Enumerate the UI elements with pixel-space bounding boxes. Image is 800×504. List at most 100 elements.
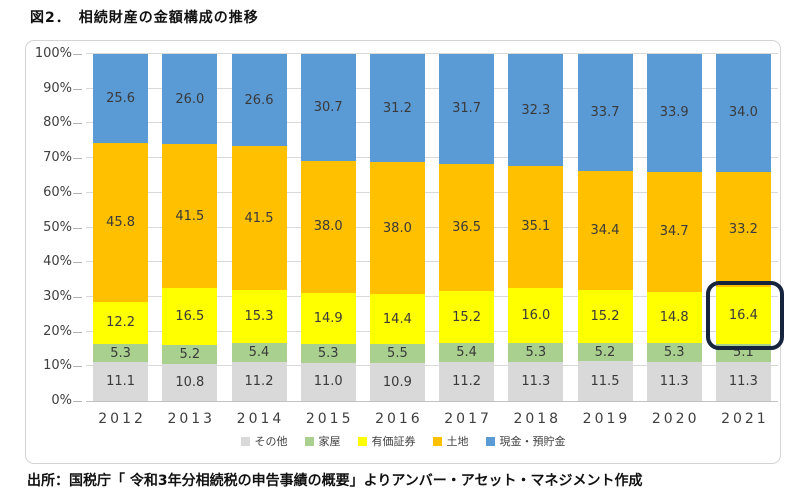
bar-value-label: 45.8 — [106, 214, 136, 230]
bar-value-label: 11.1 — [106, 374, 136, 390]
y-axis-label: 50% — [43, 219, 72, 235]
y-axis-label: 90% — [43, 80, 72, 96]
bar-value-label: 15.3 — [244, 309, 274, 325]
bar-segment-その他: 11.1 — [93, 362, 149, 401]
y-axis-label: 40% — [43, 254, 72, 270]
page-title: 図2． 相続財産の金額構成の推移 — [30, 10, 259, 26]
bar-value-label: 11.2 — [244, 374, 274, 390]
bar-segment-土地: 34.7 — [646, 171, 702, 293]
legend-swatch-icon — [240, 436, 250, 446]
gridline — [86, 226, 778, 228]
bar-value-label: 33.7 — [590, 104, 620, 120]
x-axis-label: 2016 — [375, 411, 423, 427]
bar-segment-土地: 33.2 — [715, 171, 771, 288]
bar-segment-有価証券: 14.8 — [646, 292, 702, 344]
legend-item-その他: その他 — [240, 433, 288, 449]
legend-item-土地: 土地 — [432, 433, 469, 449]
y-axis-tick — [73, 262, 82, 264]
x-axis-label: 2015 — [305, 411, 354, 427]
y-axis-label: 10% — [43, 358, 72, 374]
bar-segment-その他: 10.8 — [162, 363, 218, 401]
bar-value-label: 31.2 — [382, 100, 412, 116]
bar-segment-その他: 11.2 — [231, 362, 287, 401]
bar-value-label: 38.0 — [313, 219, 343, 235]
legend-item-家屋: 家屋 — [304, 433, 341, 449]
y-axis-label: 80% — [43, 115, 72, 131]
bar-segment-土地: 35.1 — [508, 166, 564, 288]
bar-segment-有価証券: 16.4 — [715, 287, 771, 345]
x-axis-label: 2018 — [513, 411, 562, 427]
bar-value-label: 10.9 — [382, 374, 412, 390]
y-axis-tick — [73, 123, 82, 125]
bar-segment-現金・預貯金: 34.0 — [715, 54, 771, 172]
bar-value-label: 11.3 — [521, 373, 551, 389]
gridline — [86, 330, 778, 332]
bar-value-label: 34.0 — [728, 105, 758, 121]
bar-value-label: 33.9 — [659, 105, 689, 121]
legend-swatch-icon — [432, 436, 442, 446]
bar-segment-現金・預貯金: 26.0 — [162, 54, 218, 145]
bar-value-label: 10.8 — [175, 374, 205, 390]
bar-segment-その他: 11.3 — [715, 361, 771, 401]
bar-segment-有価証券: 15.2 — [439, 290, 495, 344]
bar-segment-その他: 11.3 — [646, 361, 702, 401]
highlight-box — [705, 281, 784, 351]
bar-value-label: 5.3 — [525, 345, 547, 361]
bar-segment-有価証券: 15.2 — [577, 290, 633, 344]
legend-swatch-icon — [357, 436, 367, 446]
bar-segment-家屋: 5.2 — [577, 343, 633, 362]
bar-segment-家屋: 5.5 — [369, 344, 425, 364]
y-axis-label: 60% — [43, 184, 72, 200]
y-axis-tick — [73, 88, 82, 90]
bar-value-label: 34.4 — [590, 223, 620, 239]
bar-value-label: 16.5 — [175, 309, 205, 325]
bar-value-label: 11.3 — [659, 373, 689, 389]
bar-value-label: 41.5 — [175, 208, 205, 224]
bar-value-label: 34.7 — [659, 224, 689, 240]
bar-segment-有価証券: 16.0 — [508, 287, 564, 344]
bar-value-label: 25.6 — [106, 90, 136, 106]
bar-segment-土地: 41.5 — [162, 144, 218, 289]
bar-segment-現金・預貯金: 31.7 — [439, 54, 495, 164]
bar-segment-土地: 41.5 — [231, 146, 287, 291]
x-axis-label: 2019 — [582, 411, 631, 427]
gridline — [86, 157, 778, 159]
bar-value-label: 5.5 — [387, 346, 408, 362]
bar-segment-現金・預貯金: 32.3 — [508, 54, 564, 167]
bar-value-label: 31.7 — [452, 101, 482, 117]
bar-value-label: 11.2 — [452, 374, 482, 390]
legend-label: 有価証券 — [371, 435, 416, 448]
bar-segment-その他: 11.2 — [439, 362, 495, 401]
bar-value-label: 12.2 — [106, 315, 136, 331]
bar-value-label: 36.5 — [452, 219, 482, 235]
y-axis-tick — [73, 331, 82, 333]
bar-value-label: 30.7 — [313, 100, 343, 116]
y-axis-tick — [73, 227, 82, 229]
bar-segment-現金・預貯金: 33.9 — [646, 54, 702, 172]
x-axis-label: 2021 — [721, 411, 769, 427]
gridline — [86, 122, 778, 124]
x-axis-label: 2013 — [167, 411, 216, 427]
x-axis-label: 2014 — [236, 411, 285, 427]
bar-segment-現金・預貯金: 25.6 — [93, 54, 149, 143]
bar-value-label: 38.0 — [382, 220, 412, 236]
source-note: 出所：国税庁「 令和3年分相続税の申告事績の概要」よりアンバー・アセット・マネジ… — [27, 473, 643, 489]
gridline — [86, 401, 778, 402]
bar-segment-土地: 38.0 — [300, 160, 356, 293]
bar-segment-有価証券: 14.9 — [300, 292, 356, 345]
bar-value-label: 15.2 — [452, 309, 482, 325]
bar-segment-家屋: 5.3 — [93, 344, 149, 363]
bar-segment-家屋: 5.4 — [439, 343, 495, 363]
y-axis-tick — [73, 296, 82, 298]
bar-segment-家屋: 5.4 — [231, 343, 287, 363]
bar-value-label: 33.2 — [728, 222, 758, 238]
bar-segment-現金・預貯金: 33.7 — [577, 54, 633, 171]
bar-segment-その他: 11.3 — [508, 361, 564, 401]
gridline — [86, 365, 778, 367]
y-axis-label: 70% — [43, 150, 72, 166]
bar-segment-家屋: 5.2 — [162, 345, 218, 364]
y-axis-label: 30% — [43, 288, 72, 304]
bar-segment-その他: 11.0 — [300, 362, 356, 401]
bar-value-label: 5.3 — [317, 346, 339, 362]
legend-item-現金・預貯金: 現金・預貯金 — [485, 433, 566, 449]
